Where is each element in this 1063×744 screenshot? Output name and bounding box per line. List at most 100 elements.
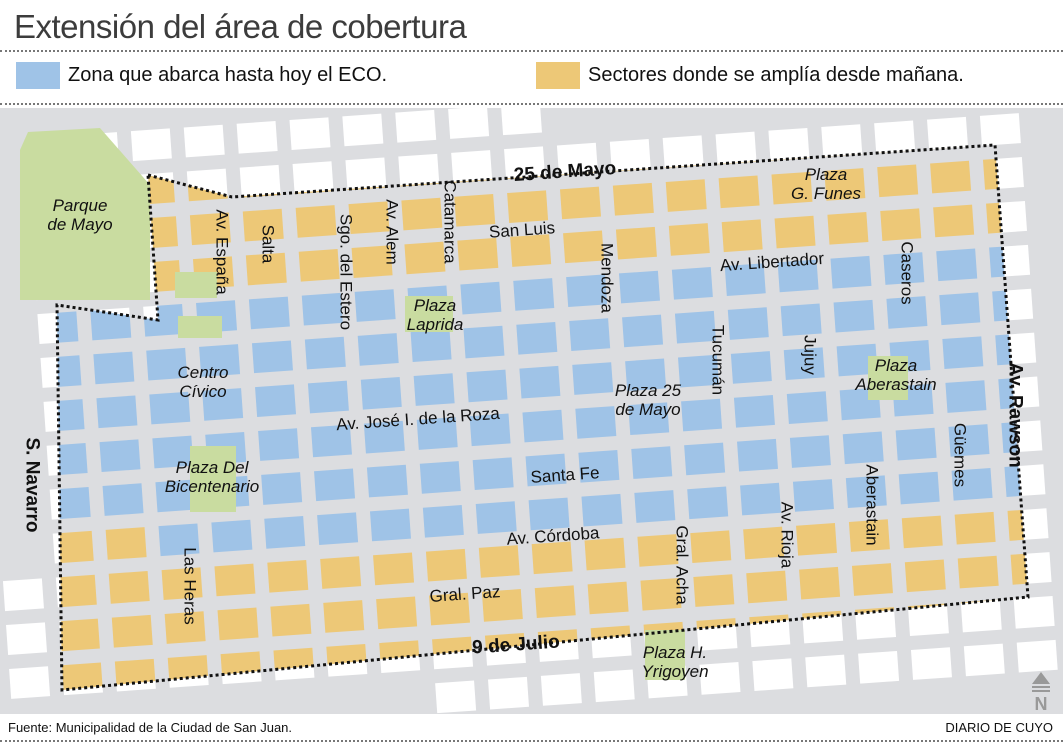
coverage-block xyxy=(957,555,999,589)
coverage-block xyxy=(904,559,946,593)
coverage-block xyxy=(323,600,365,633)
city-block xyxy=(802,610,844,644)
city-block xyxy=(752,658,794,692)
label-line: Plaza Del xyxy=(175,458,249,477)
coverage-block xyxy=(507,190,549,223)
street-label: Gral. Acha xyxy=(672,525,692,605)
city-block xyxy=(556,142,598,176)
coverage-block xyxy=(942,336,984,369)
coverage-block xyxy=(510,234,552,267)
label-line: Bicentenario xyxy=(164,477,260,496)
coverage-block xyxy=(746,570,788,604)
coverage-block xyxy=(637,534,679,567)
coverage-block xyxy=(410,329,452,363)
coverage-block xyxy=(211,519,253,553)
coverage-block xyxy=(376,596,418,630)
coverage-block xyxy=(674,310,716,344)
coverage-block xyxy=(895,427,937,461)
coverage-block xyxy=(369,508,411,542)
coverage-block xyxy=(1007,508,1028,541)
coverage-block xyxy=(255,384,297,418)
coverage-block xyxy=(454,194,496,227)
north-letter: N xyxy=(1035,694,1048,712)
coverage-block xyxy=(733,394,775,428)
coverage-block xyxy=(563,230,605,264)
street-label: Av. Rioja xyxy=(777,501,797,569)
coverage-block xyxy=(901,515,943,549)
coverage-block xyxy=(57,530,94,564)
label-line: Plaza xyxy=(413,296,457,315)
city-block xyxy=(855,607,897,640)
coverage-block xyxy=(199,344,241,377)
coverage-block xyxy=(898,471,940,505)
coverage-block xyxy=(307,380,349,414)
brand-credit: DIARIO DE CUYO xyxy=(945,720,1053,735)
coverage-block xyxy=(416,417,458,450)
coverage-block xyxy=(845,475,887,509)
park-label: Plaza 25 de Mayo xyxy=(615,381,681,419)
coverage-boundary xyxy=(55,143,1030,692)
coverage-block xyxy=(792,479,834,512)
city-block xyxy=(874,120,916,154)
coverage-block xyxy=(569,318,611,351)
city-block xyxy=(6,622,48,655)
coverage-block xyxy=(721,219,763,253)
coverage-block xyxy=(622,314,664,348)
coverage-block xyxy=(730,351,772,384)
city-block xyxy=(2,578,44,612)
coverage-block xyxy=(668,223,710,256)
coverage-block xyxy=(301,292,343,326)
legend-label: Sectores donde se amplía desde mañana. xyxy=(588,64,964,86)
coverage-block xyxy=(1010,552,1028,585)
coverage-block xyxy=(519,365,561,399)
city-block xyxy=(9,666,51,699)
coverage-block xyxy=(789,435,831,468)
coverage-block xyxy=(836,343,878,377)
coverage-block xyxy=(880,208,922,241)
coverage-block xyxy=(357,333,399,366)
coverage-block xyxy=(737,438,779,472)
north-arrow-icon: N xyxy=(1032,672,1050,712)
coverage-block xyxy=(693,574,735,607)
city-block xyxy=(342,113,384,147)
coverage-block xyxy=(690,530,732,564)
city-block xyxy=(858,650,900,684)
coverage-block xyxy=(727,307,769,340)
coverage-block xyxy=(575,406,617,439)
label-line: Plaza xyxy=(874,356,918,375)
coverage-block xyxy=(534,585,576,619)
coverage-block xyxy=(348,201,390,235)
park-plaza-bicentenario xyxy=(190,446,236,512)
divider xyxy=(0,50,1063,52)
coverage-block xyxy=(320,556,362,589)
coverage-block xyxy=(472,457,514,491)
coverage-block xyxy=(933,204,975,238)
coverage-block xyxy=(96,395,138,429)
coverage-block xyxy=(851,563,893,596)
coverage-block xyxy=(671,267,713,300)
coverage-block xyxy=(559,186,601,220)
city-block xyxy=(963,643,1005,677)
page-title: Extensión del área de cobertura xyxy=(14,8,467,45)
street-label: Caseros xyxy=(897,241,917,305)
label-line: Plaza 25 xyxy=(614,381,682,400)
coverage-block xyxy=(264,516,306,549)
divider xyxy=(0,103,1063,105)
street-label: Av. Alem xyxy=(382,199,402,265)
city-block xyxy=(609,139,651,172)
park-centro-civico xyxy=(178,316,222,338)
coverage-block xyxy=(102,483,144,516)
coverage-block xyxy=(298,249,340,282)
coverage-block xyxy=(954,511,996,545)
park-espana xyxy=(175,272,217,298)
city-block xyxy=(504,146,546,180)
coverage-block xyxy=(886,296,928,329)
city-block xyxy=(289,117,331,150)
coverage-block xyxy=(466,369,508,403)
city-block xyxy=(927,116,969,150)
city-block xyxy=(593,669,635,703)
city-block xyxy=(821,124,863,157)
park-plaza-laprida xyxy=(405,296,453,332)
coverage-block xyxy=(796,522,838,556)
